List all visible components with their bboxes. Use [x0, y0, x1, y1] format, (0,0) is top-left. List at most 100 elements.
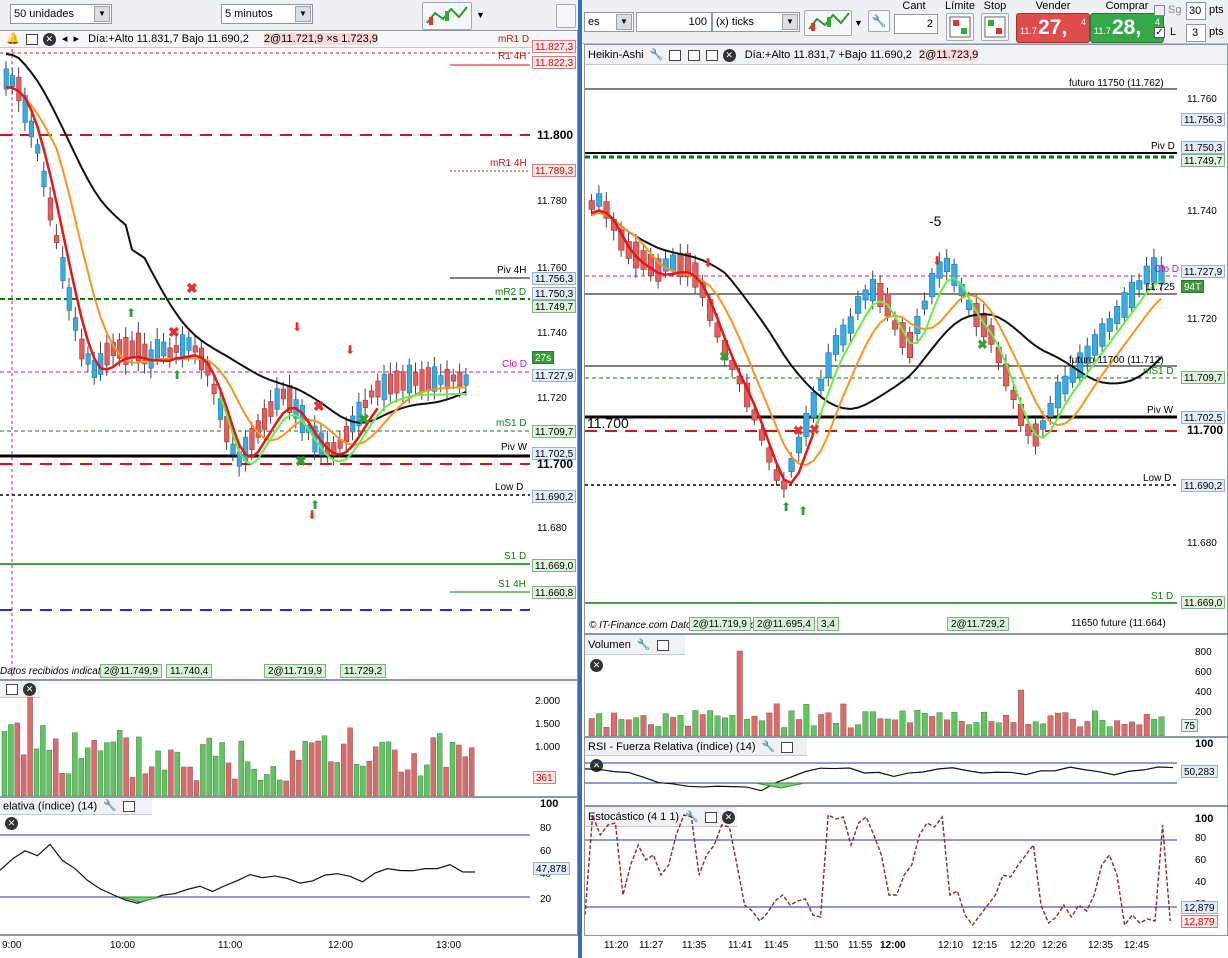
candle-body: [280, 388, 287, 400]
series-select[interactable]: es ▼: [584, 12, 634, 32]
chart-type-button[interactable]: [422, 2, 472, 30]
candle-body: [1047, 403, 1054, 417]
back-icon[interactable]: ◂: [61, 33, 68, 45]
volume-bar: [270, 766, 276, 796]
l-input[interactable]: 3: [1186, 24, 1206, 42]
candle-body: [810, 392, 817, 418]
candle-body: [274, 388, 280, 410]
candle-body: [758, 429, 765, 441]
volume-bar: [78, 758, 85, 796]
buy-cross-icon: ✖: [719, 349, 730, 364]
price-axis-label: 11.660,8: [532, 586, 577, 599]
right-price-panel: Heikin-Ashi 🔧 ✕ Día:+Alto 11.831,7 +Bajo…: [584, 44, 1228, 634]
volume-bar: [788, 710, 795, 736]
close-icon[interactable]: ✕: [42, 33, 56, 46]
volume-bar: [53, 738, 59, 796]
volume-bar: [625, 719, 632, 736]
close-icon[interactable]: ✕: [5, 817, 18, 830]
close-icon[interactable]: ✕: [721, 810, 735, 824]
price-axis-label: 11.822,3: [532, 56, 577, 69]
candle-body: [1143, 265, 1150, 285]
chart-divider[interactable]: [578, 0, 582, 958]
volume-bar: [424, 764, 430, 796]
window-icon[interactable]: [781, 741, 794, 753]
calendar-icon[interactable]: [687, 49, 700, 61]
wrench-icon[interactable]: 🔧: [103, 800, 117, 812]
volume-bar: [155, 750, 161, 796]
chart-type-button[interactable]: [804, 10, 852, 36]
sma-black-line: [591, 211, 1163, 410]
forward-icon[interactable]: ▸: [73, 33, 80, 45]
l11725-label: 11.725: [1145, 282, 1175, 293]
stoch-line: [585, 813, 1171, 927]
volume-bar: [1, 731, 8, 796]
close-icon[interactable]: ✕: [23, 682, 37, 696]
sell-button[interactable]: 11.7 27, 4: [1016, 13, 1090, 43]
right-rsi-chart: [585, 762, 1177, 792]
chevron-down-icon[interactable]: ▼: [854, 18, 863, 28]
chart-type-icon: [426, 6, 468, 25]
candle-body: [818, 379, 825, 391]
chevron-down-icon[interactable]: ▼: [476, 10, 485, 20]
limit-order-button[interactable]: [946, 13, 974, 41]
volume-bar: [1077, 726, 1084, 736]
timeframe-select[interactable]: 5 minutos ▼: [221, 4, 313, 24]
wrench-icon[interactable]: 🔧: [649, 49, 664, 62]
buy-button[interactable]: 11.7 28, 4: [1090, 13, 1164, 43]
units-select[interactable]: 50 unidades ▼: [10, 4, 112, 24]
candle-body: [596, 193, 603, 207]
wrench-icon[interactable]: 🔧: [761, 741, 776, 754]
window-icon[interactable]: [122, 801, 135, 812]
wrench-icon[interactable]: 🔧: [636, 639, 651, 652]
cant-input[interactable]: 2: [894, 14, 938, 34]
close-icon[interactable]: ✕: [590, 658, 603, 672]
candle-body: [230, 443, 236, 455]
volume-bar: [353, 764, 360, 796]
stoch-value-label: 12,879: [1181, 901, 1218, 914]
window-icon[interactable]: [669, 49, 682, 61]
volume-bar: [1055, 712, 1061, 736]
window-icon[interactable]: [704, 811, 717, 823]
settings-wrench-button[interactable]: 🔧: [868, 10, 890, 32]
ticks-select[interactable]: (x) ticks ▼: [712, 12, 800, 32]
candle-body: [66, 287, 72, 311]
right-volume-chart: [588, 650, 1165, 736]
window-icon[interactable]: [25, 34, 38, 45]
volume-bar: [648, 724, 654, 736]
f11650-label: 11650 future (11.664): [1071, 618, 1166, 629]
close-icon[interactable]: ✕: [590, 758, 603, 772]
volume-bar: [289, 750, 296, 796]
stop-order-button[interactable]: [981, 13, 1009, 41]
bell-icon[interactable]: 🔔: [6, 33, 20, 45]
close-icon[interactable]: ✕: [722, 48, 736, 62]
sg-input[interactable]: 30: [1186, 2, 1206, 20]
footer-chip: 3,4: [817, 617, 839, 631]
big-11700-label: 11.700: [587, 415, 629, 431]
volume-axis-label: 400: [1195, 687, 1212, 698]
window-icon[interactable]: [656, 639, 669, 651]
volume-bar: [1092, 710, 1098, 736]
volume-bar: [123, 737, 129, 796]
volume-bar: [781, 727, 788, 736]
left-rsi-title: elativa (índice) (14): [3, 800, 98, 813]
volume-bar: [892, 719, 899, 736]
sg-checkbox[interactable]: [1154, 5, 1165, 16]
price-axis-label: 11.800: [537, 128, 574, 142]
candle-body: [825, 352, 832, 378]
volume-bar: [611, 712, 617, 736]
left-side-button[interactable]: [556, 4, 576, 28]
link-icon[interactable]: [705, 49, 718, 61]
candle-body: [1128, 281, 1136, 309]
rsi-oversold-fill: [754, 782, 806, 789]
volume-bar: [684, 725, 691, 736]
candle-body: [463, 374, 469, 386]
rsi-oversold-fill: [119, 896, 161, 903]
volume-axis-label: 600: [1195, 667, 1212, 678]
candle-body: [268, 401, 274, 417]
window-icon[interactable]: [6, 683, 18, 695]
volume-bar: [1040, 723, 1047, 736]
quantity-input[interactable]: 100: [636, 12, 712, 32]
l-checkbox[interactable]: ✓: [1154, 27, 1165, 38]
candle-body: [35, 144, 41, 154]
volume-bar: [136, 736, 142, 796]
